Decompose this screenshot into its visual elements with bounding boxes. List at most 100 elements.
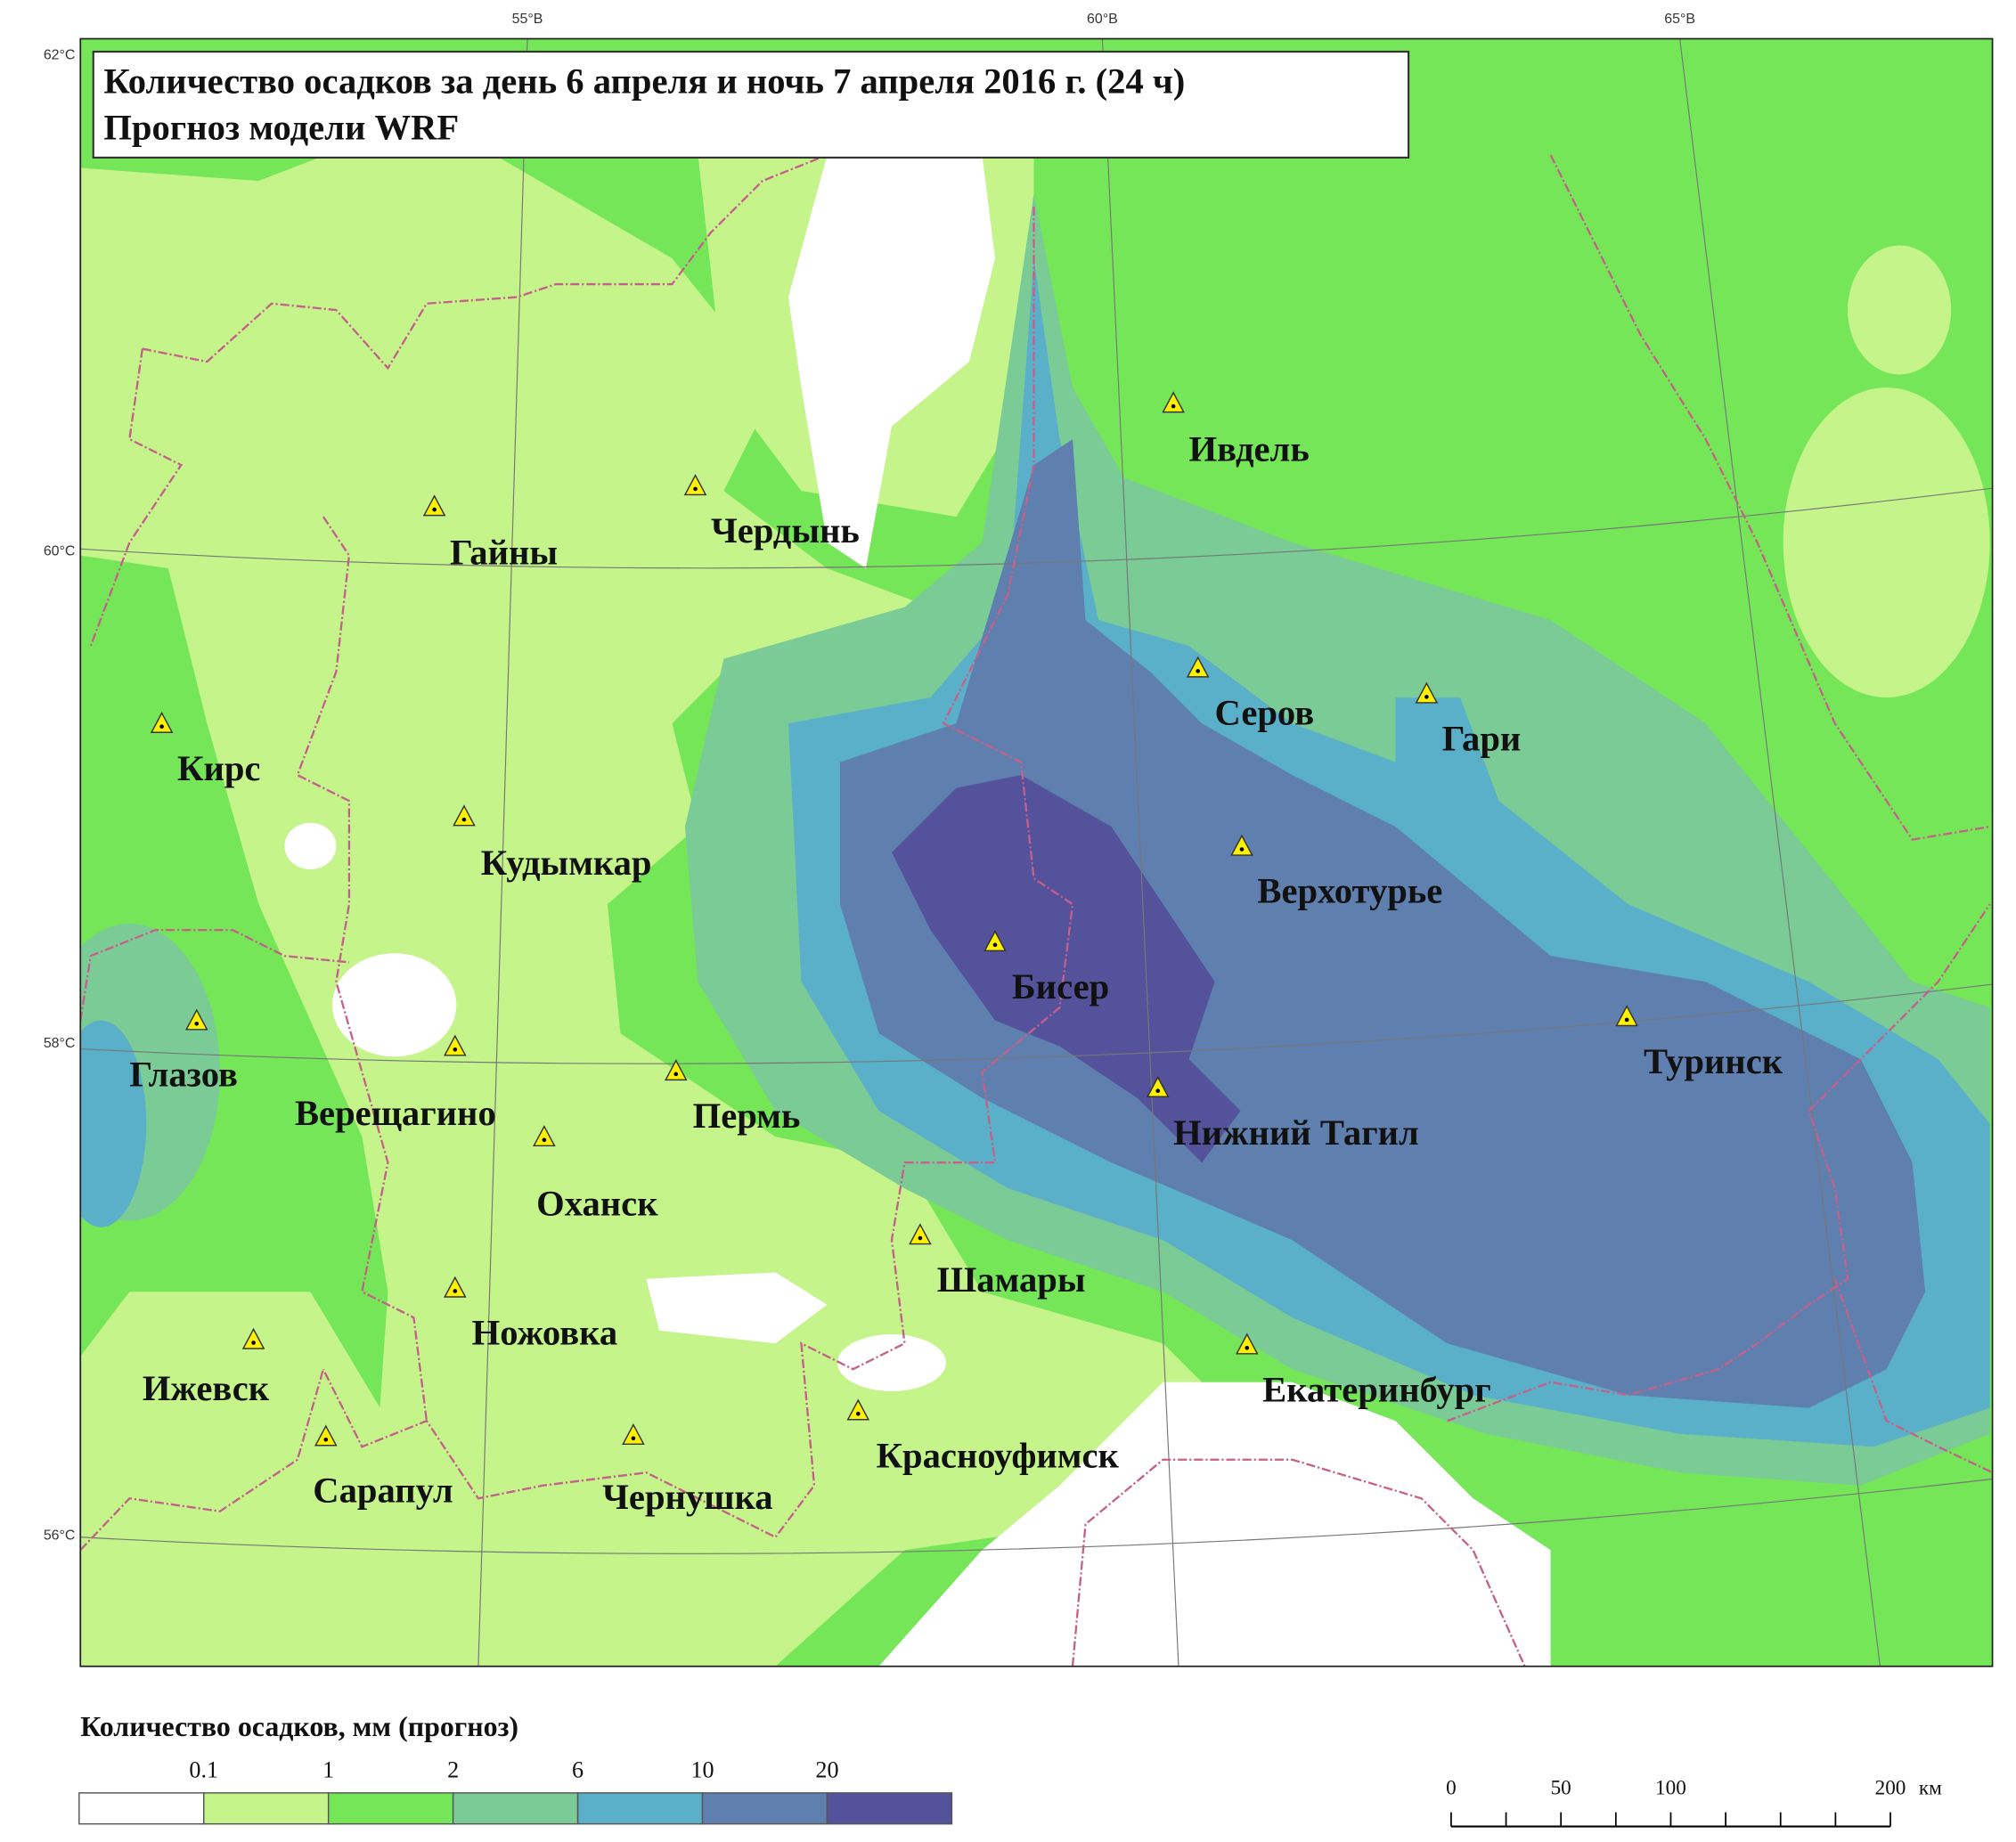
city-dot (323, 1437, 329, 1442)
city-dot (855, 1411, 861, 1416)
city-dot (918, 1235, 923, 1241)
city-label: Чернушка (602, 1477, 772, 1517)
legend-title: Количество осадков, мм (прогноз) (80, 1711, 518, 1742)
longitude-label: 65°В (1664, 12, 1695, 27)
latitude-label: 56°С (44, 1528, 76, 1544)
city-marker (1146, 1075, 1170, 1097)
longitude-label: 55°В (512, 12, 543, 27)
precip-area (839, 439, 1926, 1408)
city-label: Бисер (1012, 966, 1109, 1007)
legend-swatch (452, 1792, 579, 1825)
city-marker (1162, 391, 1185, 413)
graticule-line (1101, 38, 1179, 1667)
city-dot (542, 1137, 547, 1143)
precip-area (878, 1382, 1551, 1667)
scale-bar-label: 0 (1446, 1776, 1457, 1799)
scale-bar-unit: км (1919, 1776, 1942, 1799)
city-marker (1186, 656, 1210, 678)
region-border (1833, 1278, 1993, 1474)
city-marker (453, 804, 476, 827)
region-border (80, 1368, 325, 1552)
city-marker (533, 1125, 556, 1147)
city-marker (909, 1223, 932, 1245)
region-border (1071, 1458, 1526, 1667)
city-label: Серов (1215, 693, 1315, 733)
city-dot (992, 942, 998, 948)
city-dot (453, 1289, 458, 1293)
city-marker (1415, 681, 1439, 704)
city-dot (461, 817, 467, 822)
graticule-line (477, 38, 528, 1667)
legend-threshold: 6 (572, 1756, 584, 1782)
city-dot (1424, 695, 1429, 699)
city-dot (194, 1021, 200, 1026)
city-label: Кирс (177, 748, 260, 788)
title: Количество осадков за день 6 апреля и но… (103, 61, 1185, 101)
city-label: Верещагино (295, 1093, 496, 1133)
city-label: Сарапул (313, 1471, 453, 1511)
city-dot (432, 507, 437, 512)
city-marker (846, 1398, 870, 1421)
precip-area (80, 1292, 453, 1667)
city-dot (673, 1072, 679, 1077)
city-marker (622, 1423, 645, 1446)
graticule-line (80, 487, 1993, 569)
city-dot (1624, 1017, 1629, 1023)
longitude-label: 60°В (1087, 12, 1118, 27)
city-label: Ижевск (143, 1368, 270, 1408)
city-marker (664, 1059, 688, 1081)
region-border (296, 516, 429, 1422)
precip-area (80, 1020, 147, 1227)
legend-threshold: 2 (447, 1756, 459, 1782)
legend-threshold: 1 (322, 1756, 334, 1782)
city-label: Гайны (450, 533, 558, 573)
precip-area (788, 155, 995, 569)
city-label: Гари (1442, 719, 1522, 759)
city-label: Пермь (693, 1096, 801, 1136)
region-border (1549, 154, 1990, 841)
city-label: Красноуфимск (877, 1435, 1120, 1475)
city-marker (422, 494, 446, 517)
city-marker (314, 1424, 338, 1447)
city-label: Екатеринбург (1262, 1369, 1490, 1409)
precip-area (891, 775, 1241, 1163)
precip-area (646, 1272, 828, 1344)
map-frame (79, 37, 1994, 1667)
city-label: Верхотурье (1257, 871, 1442, 911)
city-label: Чердынь (711, 510, 860, 550)
city-marker (150, 711, 174, 733)
city-dot (1155, 1088, 1161, 1094)
city-marker (1230, 834, 1253, 856)
city-marker (443, 1276, 467, 1298)
city-dot (1196, 669, 1201, 673)
latitude-label: 62°С (44, 48, 76, 63)
city-label: Туринск (1644, 1041, 1783, 1081)
city-label: Кудымкар (481, 843, 652, 883)
latitude-label: 58°С (44, 1036, 76, 1051)
city-dot (159, 724, 164, 729)
legend-threshold: 0.1 (189, 1756, 218, 1782)
precip-field (80, 38, 1993, 1667)
city-dot (1239, 847, 1245, 852)
region-border (142, 153, 828, 371)
legend-swatch (78, 1792, 205, 1825)
latitude-label: 60°С (44, 544, 76, 559)
city-dot (1171, 403, 1176, 409)
precip-area (1783, 387, 1990, 698)
precip-area (332, 953, 457, 1057)
legend-swatch (203, 1792, 330, 1825)
city-marker (241, 1327, 265, 1349)
scale-bar-label: 50 (1551, 1776, 1571, 1799)
title-box (92, 50, 1410, 159)
scale-bar-label: 100 (1655, 1776, 1686, 1799)
city-label: Ножовка (472, 1313, 618, 1353)
scale-bar-label: 200 (1875, 1776, 1906, 1799)
city-marker (1615, 1005, 1638, 1027)
city-label: Шамары (937, 1259, 1086, 1300)
city-marker (184, 1008, 208, 1031)
legend-swatch (826, 1792, 953, 1825)
legend-threshold: 20 (815, 1756, 838, 1782)
city-label: Ивдель (1189, 429, 1310, 469)
overlays: 55°В 60°В 65°В 62°С 60°С 58°С 56°С Ивдель Чердын… (44, 12, 1942, 1828)
